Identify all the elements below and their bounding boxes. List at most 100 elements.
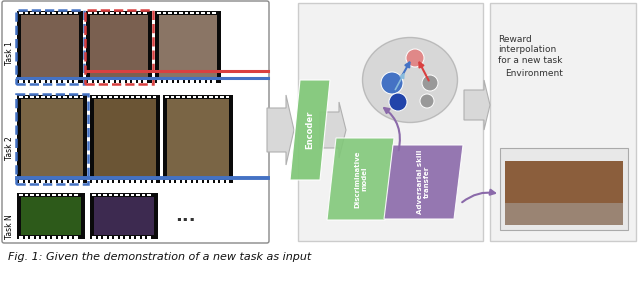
Bar <box>63 193 67 196</box>
Bar <box>74 11 77 14</box>
Bar <box>182 180 185 182</box>
Ellipse shape <box>362 37 458 123</box>
Bar <box>52 11 56 14</box>
Bar <box>47 95 50 98</box>
Bar <box>115 11 119 14</box>
Bar <box>179 11 182 14</box>
Bar <box>220 180 223 182</box>
Bar <box>74 180 77 182</box>
Bar <box>163 95 233 183</box>
Bar <box>184 11 188 14</box>
Bar <box>167 99 229 179</box>
Bar <box>19 11 22 14</box>
Bar <box>52 80 56 83</box>
Bar <box>90 193 158 239</box>
Bar <box>165 95 168 98</box>
Bar <box>136 180 140 182</box>
Bar <box>68 11 72 14</box>
Bar <box>24 236 28 239</box>
Text: Environment: Environment <box>505 69 563 78</box>
Bar <box>24 180 28 182</box>
Bar <box>41 236 45 239</box>
Bar <box>74 80 77 83</box>
Bar <box>17 95 87 183</box>
Bar <box>125 180 129 182</box>
Bar <box>109 180 112 182</box>
Bar <box>30 95 33 98</box>
Bar <box>19 180 22 182</box>
Bar <box>92 180 95 182</box>
Bar <box>170 180 174 182</box>
Bar <box>136 95 140 98</box>
FancyBboxPatch shape <box>2 1 269 243</box>
Bar <box>176 95 179 98</box>
Bar <box>97 180 101 182</box>
Bar <box>195 80 199 83</box>
Bar <box>110 11 113 14</box>
Bar <box>125 95 129 98</box>
Bar <box>19 95 22 98</box>
Bar <box>136 236 140 239</box>
Bar <box>58 11 61 14</box>
Circle shape <box>389 93 407 111</box>
Bar <box>17 193 85 239</box>
Bar <box>58 236 61 239</box>
Bar <box>86 11 152 83</box>
Bar <box>163 80 166 83</box>
Text: Reward
interpolation
for a new task: Reward interpolation for a new task <box>498 35 563 65</box>
Bar <box>163 11 166 14</box>
Bar <box>52 236 56 239</box>
Bar <box>141 180 145 182</box>
Polygon shape <box>384 145 463 219</box>
Bar <box>93 11 97 14</box>
Bar <box>30 236 33 239</box>
Bar <box>159 15 217 79</box>
Bar <box>68 95 72 98</box>
Polygon shape <box>267 95 294 165</box>
Bar <box>190 80 193 83</box>
Bar <box>30 11 33 14</box>
Circle shape <box>422 75 438 91</box>
Polygon shape <box>290 80 330 180</box>
Bar <box>16 94 88 184</box>
Bar <box>131 180 134 182</box>
Bar <box>115 80 119 83</box>
Bar <box>41 95 45 98</box>
Bar <box>121 80 125 83</box>
Bar <box>58 95 61 98</box>
Bar <box>490 3 636 241</box>
Bar <box>92 236 95 239</box>
Bar <box>35 80 39 83</box>
Bar <box>47 80 50 83</box>
Bar <box>165 180 168 182</box>
Bar <box>125 193 129 196</box>
Bar <box>505 203 623 225</box>
Bar <box>225 180 229 182</box>
Bar <box>30 180 33 182</box>
Bar <box>19 80 22 83</box>
Bar <box>125 236 129 239</box>
Bar <box>155 11 221 83</box>
Bar <box>16 10 84 84</box>
Bar <box>168 80 172 83</box>
Bar <box>90 95 160 183</box>
Bar <box>121 11 125 14</box>
Bar <box>58 180 61 182</box>
Bar <box>99 80 102 83</box>
Bar <box>141 193 145 196</box>
Bar <box>19 236 22 239</box>
Bar <box>58 80 61 83</box>
Bar <box>201 80 205 83</box>
Bar <box>97 95 101 98</box>
Bar <box>74 95 77 98</box>
Bar <box>220 95 223 98</box>
Bar <box>103 180 106 182</box>
Bar <box>179 80 182 83</box>
Bar <box>152 180 156 182</box>
Text: Fig. 1: Given the demonstration of a new task as input: Fig. 1: Given the demonstration of a new… <box>8 252 311 262</box>
Bar <box>35 180 39 182</box>
Bar <box>63 80 67 83</box>
Bar <box>92 95 95 98</box>
Bar <box>193 180 196 182</box>
Bar <box>30 193 33 196</box>
